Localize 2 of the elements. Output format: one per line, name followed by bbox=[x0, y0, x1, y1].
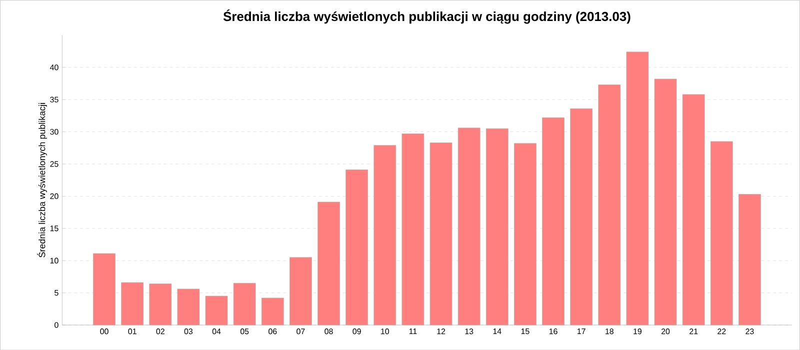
chart-title: Średnia liczba wyświetlonych publikacji w ciągu godziny (2013.03) bbox=[223, 9, 630, 24]
y-axis-title: Średnia liczba wyświetlonych publikacji bbox=[37, 102, 47, 258]
